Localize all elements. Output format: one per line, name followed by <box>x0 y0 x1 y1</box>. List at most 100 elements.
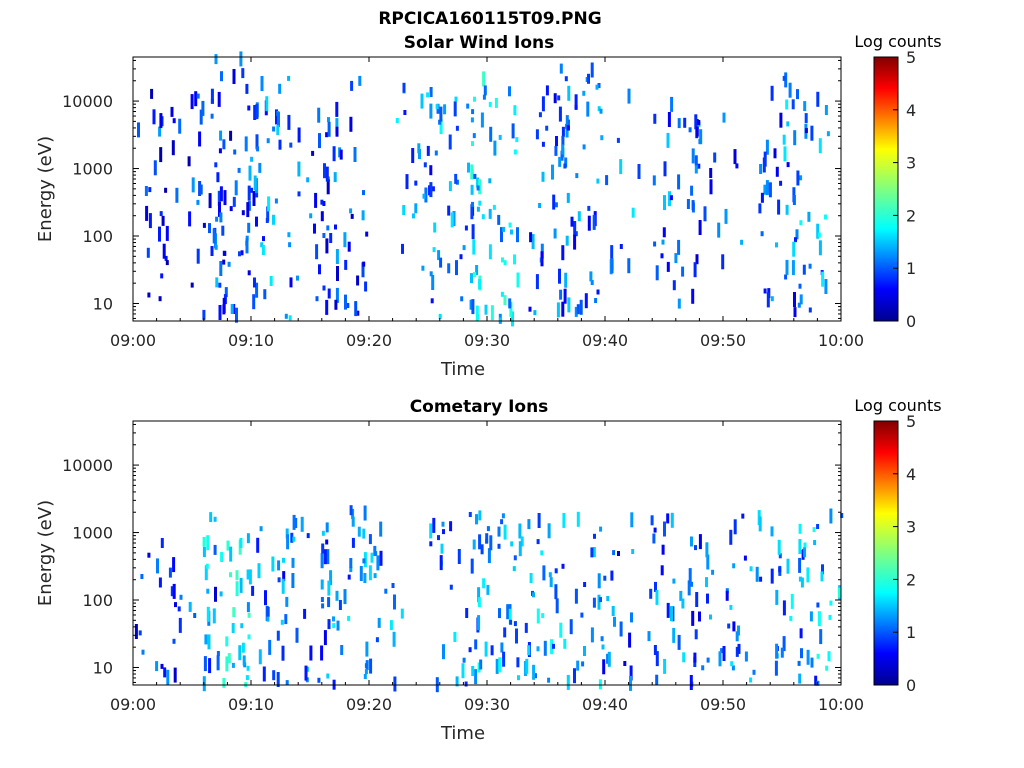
spectrogram-cell <box>774 660 778 676</box>
spectrogram-cell <box>411 148 415 163</box>
spectrogram-cell <box>655 651 659 667</box>
spectrogram-cell <box>156 558 159 574</box>
spectrogram-cell <box>391 583 395 588</box>
spectrogram-cell <box>655 589 659 605</box>
spectrogram-cell <box>549 577 553 588</box>
panel-title: Solar Wind Ions <box>404 33 555 53</box>
spectrogram-cell <box>313 223 316 234</box>
spectrogram-cell <box>434 150 438 156</box>
spectrogram-cell <box>281 645 285 661</box>
spectrogram-cell <box>706 657 710 663</box>
spectrogram-cell <box>566 192 570 203</box>
spectrogram-cell <box>152 109 156 125</box>
spectrogram-cell <box>296 275 299 281</box>
spectrogram-cell <box>816 223 820 239</box>
spectrogram-cell <box>206 606 210 622</box>
spectrogram-cell <box>290 532 294 543</box>
spectrogram-cell <box>576 660 580 671</box>
spectrogram-cell <box>677 298 681 309</box>
spectrogram-cell <box>439 106 443 122</box>
spectrogram-cell <box>335 101 339 117</box>
spectrogram-cell <box>732 621 736 632</box>
spectrogram-cell <box>251 585 255 596</box>
spectrogram-cell <box>554 584 558 600</box>
spectrogram-cell <box>347 241 351 252</box>
spectrogram-cell <box>322 233 326 238</box>
spectrogram-cell <box>284 614 288 625</box>
spectrogram-cell <box>653 241 657 247</box>
spectrogram-cell <box>735 631 739 642</box>
spectrogram-cell <box>786 558 790 574</box>
spectrogram-cell <box>253 277 256 288</box>
spectrogram-cell <box>547 677 551 683</box>
spectrogram-cell <box>323 630 327 646</box>
spectrogram-cell <box>518 523 522 539</box>
spectrogram-cell <box>247 222 251 233</box>
spectrogram-cell <box>447 263 451 274</box>
spectrogram-cell <box>285 680 289 686</box>
spectrogram-cell <box>782 600 786 616</box>
spectrogram-cell <box>235 307 238 323</box>
spectrogram-cell <box>326 673 330 679</box>
y-tick-label: 100 <box>82 227 113 246</box>
spectrogram-cell <box>452 211 456 226</box>
spectrogram-cell <box>349 505 353 516</box>
spectrogram-cell <box>741 513 745 519</box>
spectrogram-cell <box>564 272 568 288</box>
spectrogram-cell <box>260 76 264 91</box>
spectrogram-cell <box>806 567 810 583</box>
spectrogram-cell <box>222 250 226 256</box>
spectrogram-cell <box>266 606 270 617</box>
spectrogram-cell <box>158 226 161 242</box>
spectrogram-cell <box>423 162 427 168</box>
spectrogram-cell <box>320 199 324 205</box>
colorbar <box>873 420 899 686</box>
spectrogram-cell <box>271 556 275 572</box>
spectrogram-cell <box>257 563 261 579</box>
spectrogram-cell <box>775 643 779 659</box>
spectrogram-cell <box>414 180 418 186</box>
spectrogram-cell <box>315 296 319 302</box>
spectrogram-cell <box>590 547 594 558</box>
spectrogram-cell <box>592 214 596 230</box>
spectrogram-cell <box>494 97 498 108</box>
spectrogram-cell <box>477 597 481 608</box>
spectrogram-cell <box>439 555 443 571</box>
colorbar-tick-label: 3 <box>906 518 916 537</box>
spectrogram-cell <box>464 681 468 687</box>
spectrogram-cell <box>559 289 563 300</box>
spectrogram-cell <box>797 660 801 666</box>
spectrogram-cell <box>535 274 539 290</box>
spectrogram-cell <box>262 666 266 682</box>
spectrogram-cell <box>220 71 223 82</box>
spectrogram-cell <box>556 302 560 318</box>
spectrogram-cell <box>630 512 634 528</box>
spectrogram-cell <box>217 190 221 206</box>
spectrogram-cell <box>455 125 459 131</box>
spectrogram-cell <box>492 204 496 210</box>
y-tick-label: 1000 <box>72 524 113 543</box>
spectrogram-cell <box>471 109 475 115</box>
spectrogram-cell <box>321 530 325 536</box>
spectrogram-cell <box>473 272 477 277</box>
spectrogram-cell <box>274 198 278 204</box>
spectrogram-cell <box>688 127 692 133</box>
spectrogram-cell <box>653 113 657 124</box>
spectrogram-cell <box>470 204 474 220</box>
spectrogram-cell <box>392 631 396 647</box>
spectrogram-cell <box>691 288 695 304</box>
spectrogram-cell <box>763 184 767 195</box>
spectrogram-cell <box>798 283 802 289</box>
spectrogram-cell <box>470 117 474 123</box>
spectrogram-cell <box>455 260 458 276</box>
colorbar <box>873 56 899 322</box>
spectrogram-cell <box>479 659 483 670</box>
spectrogram-cell <box>449 521 453 532</box>
spectrogram-cell <box>364 281 368 292</box>
spectrogram-cell <box>232 607 236 618</box>
spectrogram-cell <box>606 596 610 601</box>
spectrogram-cell <box>336 266 339 281</box>
spectrogram-cell <box>677 174 681 190</box>
spectrogram-cell <box>650 515 654 526</box>
spectrogram-cell <box>503 295 507 306</box>
